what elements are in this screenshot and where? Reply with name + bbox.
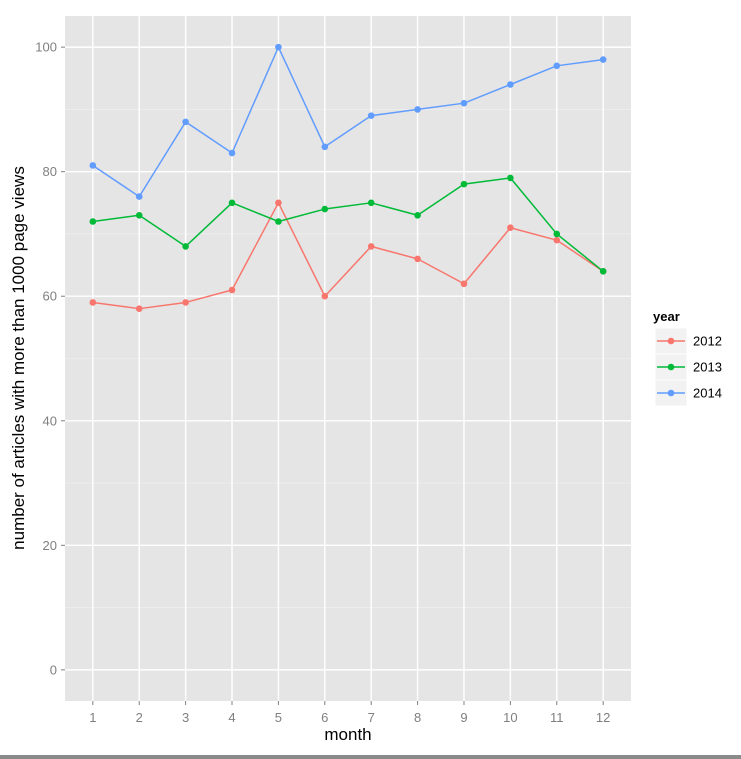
legend-title: year <box>653 309 680 324</box>
data-point <box>367 199 375 207</box>
data-point <box>414 211 421 219</box>
data-point <box>182 118 189 126</box>
x-tick-label: 1 <box>89 710 96 725</box>
data-point <box>182 243 189 250</box>
x-tick-label: 5 <box>275 710 282 725</box>
legend-label: 2014 <box>693 386 722 401</box>
legend-label: 2012 <box>693 334 722 349</box>
y-tick-label: 0 <box>50 662 57 677</box>
y-axis-title: number of articles with more than 1000 p… <box>9 166 28 550</box>
y-tick-label: 80 <box>43 164 57 179</box>
y-tick-label: 20 <box>43 538 57 553</box>
data-point <box>599 268 607 275</box>
data-point <box>228 286 236 294</box>
series-line-2012 <box>92 202 604 310</box>
data-point <box>367 112 375 119</box>
y-tick-label: 60 <box>43 289 57 304</box>
data-point <box>414 255 421 263</box>
x-tick-label: 12 <box>596 710 610 725</box>
x-axis: 1 2 3 4 5 6 7 8 9 10 11 12 <box>89 701 610 725</box>
legend-key-point <box>667 363 675 371</box>
data-point <box>321 205 329 213</box>
x-tick-label: 3 <box>182 710 189 725</box>
data-point <box>135 305 143 312</box>
x-tick-label: 8 <box>414 710 421 725</box>
x-tick-label: 9 <box>460 710 467 725</box>
major-gridlines <box>65 16 631 701</box>
data-point <box>507 224 514 232</box>
data-point <box>507 81 514 88</box>
legend: year 2012 2013 2014 <box>653 309 722 407</box>
data-point <box>89 162 97 169</box>
data-point <box>321 143 329 151</box>
data-point <box>135 193 143 200</box>
data-point <box>228 199 236 207</box>
legend-key-point <box>667 337 675 345</box>
data-point <box>228 149 236 157</box>
x-tick-label: 11 <box>550 710 564 725</box>
data-point <box>275 218 282 225</box>
data-point <box>89 218 97 225</box>
data-point <box>414 106 421 113</box>
data-point <box>553 230 561 238</box>
x-tick-label: 10 <box>503 710 517 725</box>
y-tick-label: 100 <box>35 40 57 55</box>
data-point <box>367 243 375 250</box>
data-point <box>460 99 468 107</box>
series-line-2013 <box>92 177 604 272</box>
data-point <box>135 211 143 219</box>
x-tick-label: 6 <box>321 710 328 725</box>
series-line-2014 <box>92 46 604 198</box>
data-point <box>321 292 329 300</box>
x-tick-label: 4 <box>228 710 235 725</box>
data-point <box>507 174 514 182</box>
y-axis: 0 20 40 60 80 100 <box>35 40 65 677</box>
legend-key-point <box>667 389 675 397</box>
minor-gridlines <box>65 109 631 608</box>
x-tick-label: 7 <box>368 710 375 725</box>
data-point <box>460 180 468 188</box>
x-tick-label: 2 <box>136 710 143 725</box>
series-layer <box>89 43 607 312</box>
data-point <box>553 62 561 70</box>
x-axis-title: month <box>324 725 371 744</box>
data-point <box>460 280 468 288</box>
data-point <box>275 199 282 207</box>
y-tick-label: 40 <box>43 413 57 428</box>
legend-label: 2013 <box>693 360 722 375</box>
data-point <box>275 43 282 51</box>
data-point <box>599 56 607 63</box>
window-bottom-edge <box>0 755 741 759</box>
data-point <box>553 236 561 244</box>
data-point <box>89 299 97 306</box>
data-point <box>182 299 189 306</box>
